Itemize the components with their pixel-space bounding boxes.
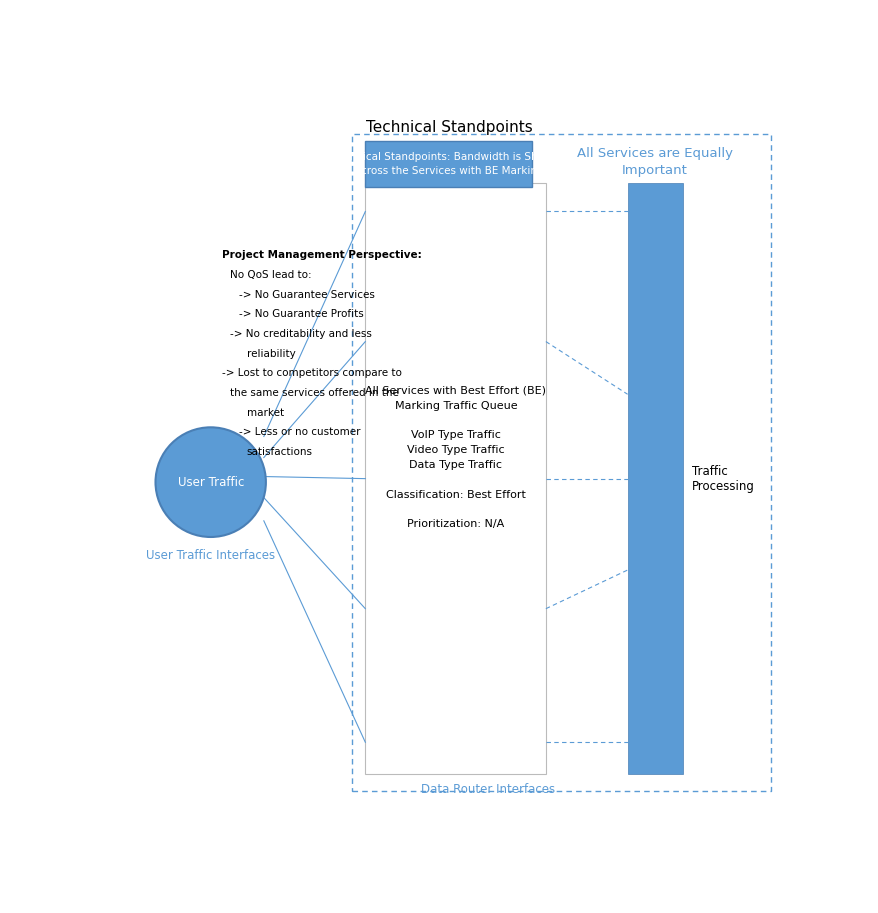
Text: -> No creditability and less: -> No creditability and less xyxy=(230,329,372,339)
Text: Technical Standpoints: Technical Standpoints xyxy=(366,120,533,134)
Bar xyxy=(351,134,770,792)
Text: User Traffic Interfaces: User Traffic Interfaces xyxy=(146,549,275,561)
Text: No QoS lead to:: No QoS lead to: xyxy=(230,270,312,280)
Text: -> Lost to competitors compare to: -> Lost to competitors compare to xyxy=(222,368,402,378)
Text: the same services offered in the: the same services offered in the xyxy=(230,388,399,398)
Text: User Traffic: User Traffic xyxy=(177,476,243,488)
Text: -> No Guarantee Profits: -> No Guarantee Profits xyxy=(238,310,363,320)
Text: Data Router Interfaces: Data Router Interfaces xyxy=(421,782,554,796)
Text: All Services with Best Effort (BE)
Marking Traffic Queue

VoIP Type Traffic
Vide: All Services with Best Effort (BE) Marki… xyxy=(365,386,546,530)
Text: -> Less or no customer: -> Less or no customer xyxy=(238,427,360,437)
Text: -> No Guarantee Services: -> No Guarantee Services xyxy=(238,289,374,299)
Ellipse shape xyxy=(155,427,265,537)
Text: Technical Standpoints: Bandwidth is Sharing
Across the Services with BE Marking: Technical Standpoints: Bandwidth is Shar… xyxy=(333,152,564,175)
Text: reliability: reliability xyxy=(247,349,295,359)
Bar xyxy=(365,184,545,774)
Text: All Services are Equally
Important: All Services are Equally Important xyxy=(576,147,732,177)
Text: Project Management Perspective:: Project Management Perspective: xyxy=(222,250,421,260)
Text: market: market xyxy=(247,407,284,417)
Bar xyxy=(365,142,531,187)
Text: Traffic
Processing: Traffic Processing xyxy=(691,465,753,493)
Text: satisfactions: satisfactions xyxy=(247,447,313,457)
Bar xyxy=(627,184,683,774)
